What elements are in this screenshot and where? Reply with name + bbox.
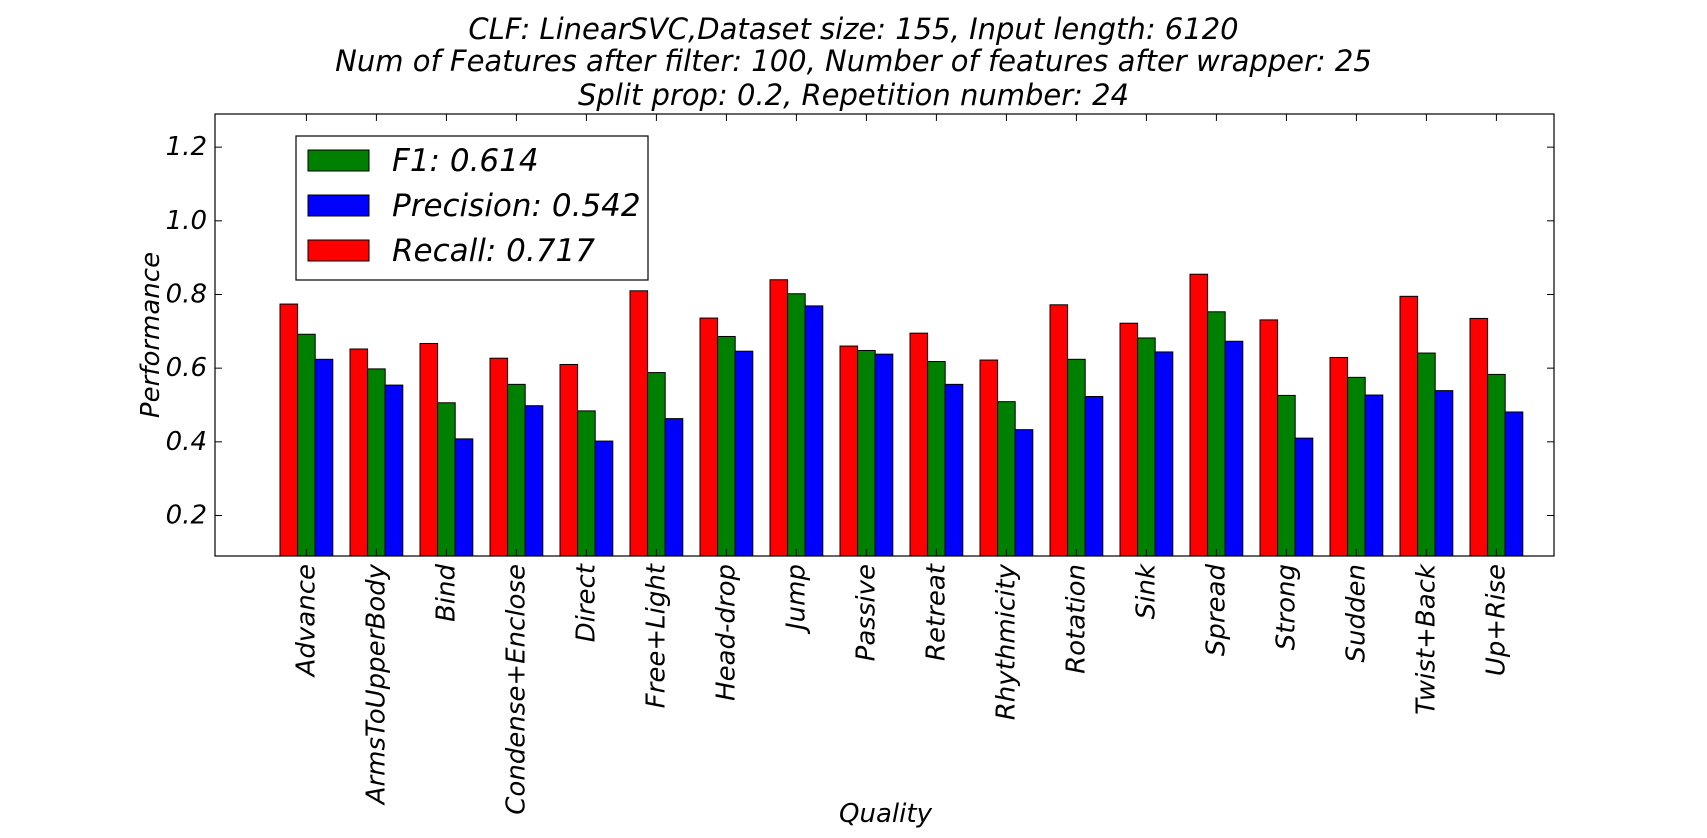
y-tick-label: 0.6 [166, 353, 207, 383]
bar-f1-direct [577, 410, 596, 557]
bar-precision-advance [314, 358, 334, 557]
legend-swatch-recall [307, 239, 370, 262]
legend-swatch-precision [307, 194, 370, 217]
bar-f1-rotation [1067, 358, 1086, 557]
bar-f1-sudden [1347, 376, 1366, 557]
chart-title-line-2: Num of Features after filter: 100, Numbe… [335, 44, 1372, 78]
bar-recall-jump [769, 279, 789, 557]
bar-precision-twist-back [1434, 390, 1454, 557]
bar-f1-jump [787, 293, 806, 557]
x-tick-label-passive: Passive [851, 564, 881, 661]
chart-title-line-3: Split prop: 0.2, Repetition number: 24 [577, 78, 1130, 112]
x-tick-label-sudden: Sudden [1341, 564, 1371, 662]
bar-f1-condense-enclose [507, 383, 526, 557]
bar-recall-up-rise [1469, 317, 1489, 557]
legend-label-precision: Precision: 0.542 [392, 188, 641, 224]
x-tick-label-jump: Jump [781, 564, 811, 635]
bar-f1-sink [1137, 337, 1156, 557]
bar-precision-jump [804, 305, 824, 557]
bar-precision-strong [1294, 437, 1314, 557]
bar-precision-sudden [1364, 394, 1384, 557]
bar-recall-rhythmicity [979, 359, 999, 557]
x-tick-label-advance: Advance [291, 564, 321, 678]
bar-recall-retreat [909, 332, 929, 557]
x-tick-label-free-light: Free+Light [641, 563, 671, 708]
bar-f1-bind [437, 402, 456, 557]
bar-f1-retreat [927, 361, 946, 557]
bar-precision-up-rise [1504, 411, 1524, 557]
bar-precision-retreat [944, 383, 964, 557]
x-tick-label-condense-enclose: Condense+Enclose [501, 564, 531, 815]
y-axis-label: Performance [136, 252, 166, 418]
bar-f1-strong [1277, 394, 1296, 557]
bar-recall-condense-enclose [489, 357, 509, 557]
bar-f1-head-drop [717, 335, 736, 557]
bar-precision-direct [594, 440, 614, 557]
y-tick-label: 1.2 [166, 132, 207, 162]
bar-f1-up-rise [1487, 373, 1506, 557]
x-tick-label-rhythmicity: Rhythmicity [991, 563, 1021, 720]
x-tick-label-armstoupperbody: ArmsToUpperBody [361, 563, 391, 806]
y-tick-label: 0.2 [166, 500, 207, 530]
x-tick-label-up-rise: Up+Rise [1481, 564, 1511, 676]
y-tick-label: 0.4 [166, 427, 207, 457]
plot-frame [214, 113, 1555, 557]
bar-recall-rotation [1049, 304, 1069, 557]
bar-recall-armstoupperbody [349, 348, 369, 557]
y-tick-label: 0.8 [166, 279, 207, 309]
legend-swatch-f1 [307, 149, 370, 172]
bar-recall-sink [1119, 322, 1139, 557]
bar-recall-free-light [629, 290, 649, 557]
bar-precision-head-drop [734, 350, 754, 557]
legend-label-recall: Recall: 0.717 [392, 233, 595, 269]
bar-recall-head-drop [699, 317, 719, 557]
axes-group: Advance ArmsToUpperBody Bind Condense+Enclo… [136, 113, 1555, 829]
bar-precision-spread [1224, 340, 1244, 557]
x-tick-label-retreat: Retreat [921, 563, 951, 661]
bar-f1-spread [1207, 311, 1226, 557]
bar-f1-advance [297, 333, 316, 557]
bar-precision-rhythmicity [1014, 429, 1034, 557]
bar-f1-armstoupperbody [367, 368, 386, 557]
chart-title-line-1: CLF: LinearSVC,Dataset size: 155, Input … [468, 12, 1239, 46]
bar-precision-bind [454, 438, 474, 557]
bar-f1-free-light [647, 372, 666, 557]
x-tick-label-bind: Bind [431, 564, 461, 623]
bar-recall-strong [1259, 319, 1279, 557]
legend-label-f1: F1: 0.614 [392, 143, 539, 179]
y-tick-label: 1.0 [166, 206, 207, 236]
bar-precision-free-light [664, 418, 684, 557]
bar-recall-spread [1189, 273, 1209, 557]
x-tick-label-direct: Direct [571, 563, 601, 642]
bar-recall-twist-back [1399, 295, 1419, 557]
legend: F1: 0.614 Precision: 0.542 Recall: 0.717 [295, 135, 649, 281]
x-tick-label-strong: Strong [1271, 564, 1301, 650]
bar-precision-condense-enclose [524, 405, 544, 557]
bar-precision-sink [1154, 351, 1174, 557]
bar-f1-rhythmicity [997, 401, 1016, 557]
bar-recall-bind [419, 342, 439, 557]
bar-precision-passive [874, 353, 894, 557]
bar-f1-twist-back [1417, 352, 1436, 557]
x-tick-label-twist-back: Twist+Back [1411, 563, 1441, 715]
x-axis-label: Quality [839, 799, 933, 829]
bar-recall-advance [279, 303, 299, 557]
bars-group [279, 273, 1524, 557]
bar-recall-passive [839, 345, 859, 557]
bar-precision-armstoupperbody [384, 384, 404, 557]
bar-f1-passive [857, 349, 876, 557]
x-tick-label-rotation: Rotation [1061, 564, 1091, 674]
x-tick-label-head-drop: Head-drop [711, 564, 741, 701]
x-tick-label-sink: Sink [1131, 563, 1161, 619]
bar-precision-rotation [1084, 396, 1104, 557]
bar-recall-direct [559, 363, 579, 557]
x-tick-label-spread: Spread [1201, 564, 1231, 657]
bar-recall-sudden [1329, 356, 1349, 557]
